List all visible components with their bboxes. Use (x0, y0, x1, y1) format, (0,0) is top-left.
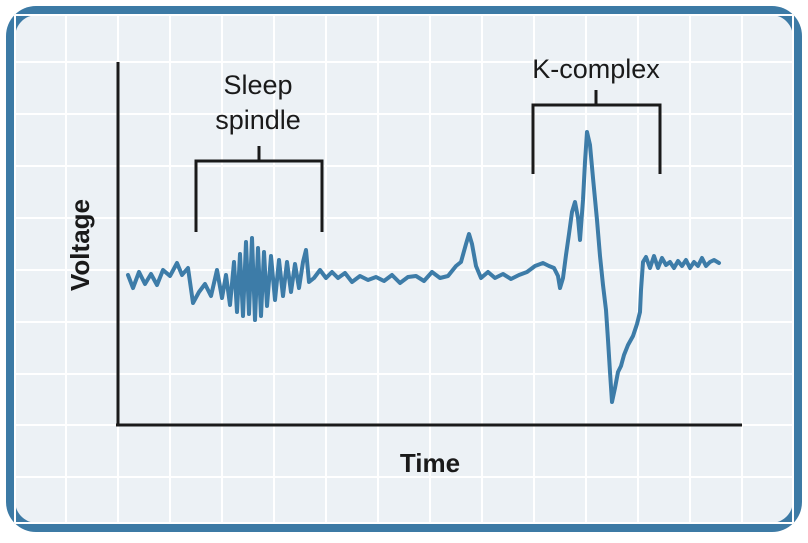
x-axis-label: Time (400, 448, 460, 478)
k-complex-label: K-complex (532, 54, 660, 84)
sleep-spindle-bracket-icon (194, 146, 324, 232)
k-complex-bracket-icon (531, 90, 662, 174)
axes (116, 62, 742, 427)
sleep-spindle-label-line1: Sleep (223, 70, 292, 100)
y-axis-label: Voltage (65, 199, 95, 291)
eeg-trace (126, 130, 721, 404)
sleep-spindle-label-line2: spindle (215, 105, 301, 135)
